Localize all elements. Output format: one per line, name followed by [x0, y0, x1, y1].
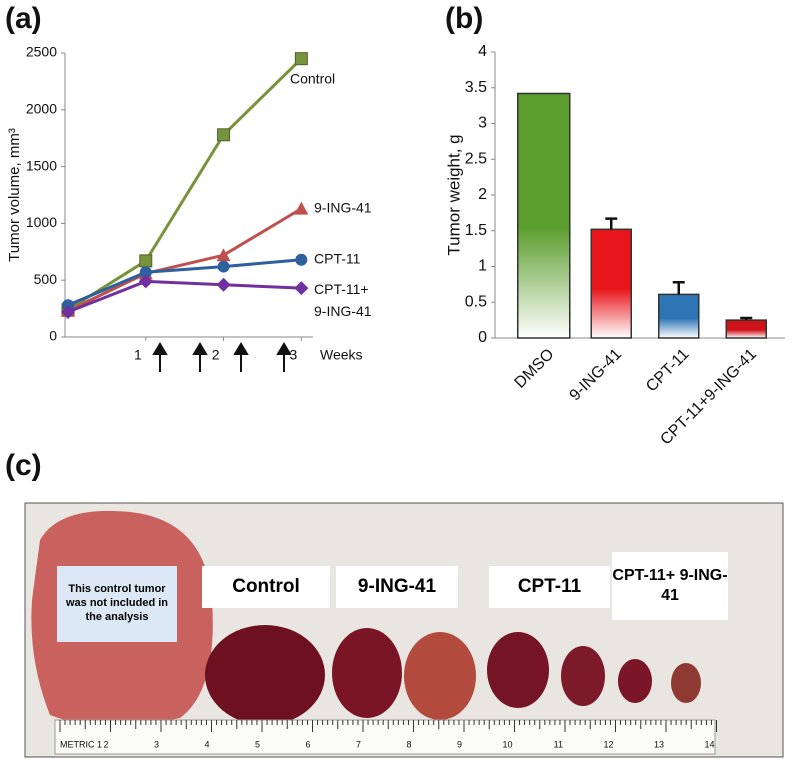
series-line [67, 207, 303, 313]
ruler-number: 6 [305, 739, 310, 749]
photo-label: Control [202, 566, 330, 608]
y-tick-label: 0.5 [465, 293, 487, 310]
x-tick-label: 9-ING-41 [567, 346, 626, 405]
dosing-arrows [152, 342, 292, 372]
ruler-number: 4 [204, 739, 209, 749]
ruler-label: METRIC 1 [60, 739, 102, 749]
ruler-number: 14 [704, 739, 714, 749]
marker [138, 274, 153, 289]
marker [295, 253, 308, 266]
x-tick-label: DMSO [512, 346, 558, 392]
error-bar [740, 316, 753, 321]
error-bar [672, 280, 685, 295]
x-tick-label: CPT-11 [643, 346, 693, 396]
x-axis-label: Weeks [320, 347, 363, 363]
ruler-number: 10 [502, 739, 512, 749]
photo-label: 9-ING-41 [336, 566, 458, 608]
bar [725, 319, 767, 339]
ruler-number: 9 [457, 739, 462, 749]
marker [139, 254, 153, 268]
y-tick-label: 1 [478, 258, 487, 275]
y-tick-label: 1.5 [465, 222, 487, 239]
y-tick-label: 3.5 [465, 79, 487, 96]
marker [294, 201, 309, 215]
series-label: 9-ING-41 [314, 199, 372, 215]
y-tick-label: 1000 [26, 214, 57, 230]
series-line [67, 279, 302, 314]
y-tick-label: 0 [478, 329, 487, 346]
marker [294, 52, 308, 66]
ruler-number: 8 [406, 739, 411, 749]
y-tick-label: 2500 [26, 44, 57, 60]
ruler-number: 11 [554, 739, 563, 749]
ruler-number: 3 [154, 739, 159, 749]
error-bar [605, 217, 618, 230]
ruler-number: 7 [356, 739, 361, 749]
marker [217, 128, 231, 142]
bar [590, 228, 632, 339]
x-tick-label: 1 [134, 347, 142, 363]
marker [294, 281, 309, 296]
photo-note: This control tumor was not included in t… [57, 566, 177, 642]
ruler-number: 2 [103, 739, 108, 749]
marker [216, 277, 231, 292]
x-tick-label: 3 [290, 347, 298, 363]
series-line [67, 258, 302, 307]
y-tick-label: 500 [34, 271, 58, 287]
photo-label: CPT-11 [489, 566, 610, 608]
y-tick-label: 2 [478, 186, 487, 203]
bar [658, 293, 700, 339]
series-label: CPT-11 [314, 250, 361, 266]
y-tick-label: 3 [478, 115, 487, 132]
x-tick-label: 2 [212, 347, 220, 363]
y-tick-label: 2.5 [465, 150, 487, 167]
y-axis-label: Tumor volume, mm³ [6, 128, 23, 262]
y-tick-label: 0 [49, 328, 57, 344]
marker [217, 260, 230, 273]
series-label: CPT-11+ 9-ING-41 [314, 281, 372, 319]
panel-label: (b) [445, 2, 483, 35]
ruler-number: 12 [603, 739, 613, 749]
y-tick-label: 1500 [26, 157, 57, 173]
panel-label: (c) [5, 449, 42, 482]
bar [517, 92, 571, 339]
panel-label: (a) [5, 2, 42, 35]
marker [216, 248, 231, 262]
series-line [67, 57, 303, 312]
series-label: Control [290, 71, 335, 87]
y-tick-label: 2000 [26, 101, 57, 117]
y-tick-label: 4 [478, 43, 487, 60]
ruler-number: 13 [654, 739, 664, 749]
marker [139, 266, 152, 279]
ruler-number: 5 [255, 739, 260, 749]
y-axis-label: Tumor weight, g [444, 134, 463, 255]
photo-label: CPT-11+ 9-ING-41 [612, 552, 728, 620]
marker [61, 305, 75, 320]
